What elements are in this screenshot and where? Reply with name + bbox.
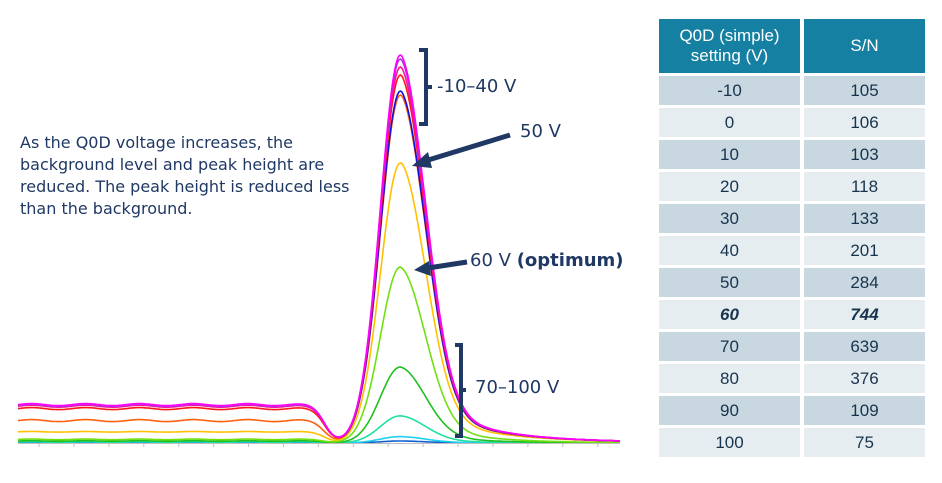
cell-sn: 133: [804, 204, 925, 233]
arrow-60v: [427, 259, 468, 271]
traces: [17, 54, 621, 444]
chromatogram-chart: [17, 48, 621, 447]
label-60v-value: 60 V: [470, 250, 511, 271]
trace-80v: [17, 414, 620, 444]
cell-setting: 70: [659, 332, 800, 361]
trace--10v: [17, 54, 621, 442]
cell-setting: 10: [659, 140, 800, 169]
cell-sn: 106: [804, 108, 925, 137]
label-60v: 60 V (optimum): [470, 250, 624, 271]
table-row: 0 106: [659, 108, 925, 137]
label-group-low: 70–100 V: [475, 377, 560, 398]
trace-50v: [17, 162, 621, 442]
label-optimum: (optimum): [516, 250, 624, 271]
cell-setting: -10: [659, 76, 800, 105]
cell-sn: 75: [804, 428, 925, 457]
table-row: 10 103: [659, 140, 925, 169]
table-row: 60 744: [659, 300, 925, 329]
cell-setting: 100: [659, 428, 800, 457]
cell-sn: 376: [804, 364, 925, 393]
x-axis-ticks: [38, 443, 599, 447]
table-row: 70 639: [659, 332, 925, 361]
trace-60v: [17, 266, 620, 444]
table-row: 50 284: [659, 268, 925, 297]
cell-setting: 30: [659, 204, 800, 233]
bracket-high: [419, 48, 432, 126]
sn-table: Q0D (simple) setting (V) S/N -10 105 0 106 1…: [655, 16, 929, 460]
header-setting: Q0D (simple) setting (V): [659, 19, 800, 73]
cell-sn: 109: [804, 396, 925, 425]
header-sn: S/N: [804, 19, 925, 73]
cell-setting: 40: [659, 236, 800, 265]
cell-sn: 639: [804, 332, 925, 361]
cell-sn: 118: [804, 172, 925, 201]
arrow-50v-head: [412, 152, 432, 168]
bracket-low: [455, 343, 466, 438]
cell-sn: 744: [804, 300, 925, 329]
table-row: 30 133: [659, 204, 925, 233]
cell-setting: 50: [659, 268, 800, 297]
table-row: -10 105: [659, 76, 925, 105]
cell-setting: 80: [659, 364, 800, 393]
cell-setting: 90: [659, 396, 800, 425]
cell-setting: 60: [659, 300, 800, 329]
cell-sn: 201: [804, 236, 925, 265]
annotation-note: As the Q0D voltage increases, the backgr…: [20, 133, 350, 218]
label-group-high: -10–40 V: [437, 76, 517, 97]
cell-sn: 105: [804, 76, 925, 105]
table-row: 80 376: [659, 364, 925, 393]
arrow-50v: [424, 132, 511, 164]
cell-sn: 103: [804, 140, 925, 169]
arrow-60v-head: [414, 261, 431, 276]
table-row: 90 109: [659, 396, 925, 425]
table-row: 40 201: [659, 236, 925, 265]
table-row: 100 75: [659, 428, 925, 457]
cell-setting: 0: [659, 108, 800, 137]
trace-70v: [17, 366, 620, 444]
cell-setting: 20: [659, 172, 800, 201]
table-row: 20 118: [659, 172, 925, 201]
cell-sn: 284: [804, 268, 925, 297]
label-50v: 50 V: [520, 121, 561, 142]
